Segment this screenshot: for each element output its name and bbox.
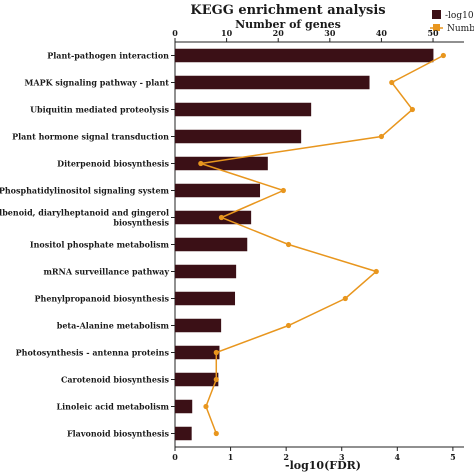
gene-count-point	[440, 52, 446, 59]
bar-fdr	[175, 183, 261, 198]
gene-count-point	[213, 376, 219, 383]
gene-count-point	[198, 160, 204, 167]
bar-fdr	[175, 156, 268, 171]
category-label: Plant-pathogen interaction	[47, 51, 169, 61]
bar-fdr	[175, 426, 192, 441]
category-label: Plant hormone signal transduction	[12, 132, 169, 142]
gene-count-point	[389, 79, 395, 86]
top-tick-label: 20	[273, 28, 285, 38]
gene-count-point	[213, 430, 219, 437]
legend-bar-swatch	[432, 10, 441, 19]
gene-count-point	[378, 133, 385, 140]
category-label: Flavonoid biosynthesis	[67, 429, 170, 439]
category-label: Inositol phosphate metabolism	[30, 240, 170, 250]
top-tick-label: 50	[427, 28, 439, 38]
bar-fdr	[175, 75, 370, 90]
category-label: Carotenoid biosynthesis	[61, 375, 170, 385]
category-label: Linoleic acid metabolism	[56, 402, 169, 412]
bar-fdr	[175, 237, 248, 252]
legend-line-label: Numb	[447, 24, 474, 34]
gene-count-point	[373, 268, 379, 275]
top-tick-label: 30	[324, 28, 336, 38]
top-axis-title: Number of genes	[235, 18, 341, 31]
gene-count-point	[409, 106, 415, 113]
bar-fdr	[175, 345, 220, 360]
bar-fdr	[175, 291, 236, 306]
bar-fdr	[175, 48, 434, 63]
bottom-tick-label: 2	[283, 452, 289, 462]
legend-line-marker	[433, 24, 440, 31]
gene-count-point	[203, 403, 209, 410]
top-tick-label: 40	[376, 28, 388, 38]
bottom-tick-label: 4	[395, 452, 401, 462]
category-label: mRNA surveillance pathway	[43, 267, 169, 277]
gene-count-point	[213, 349, 219, 356]
category-label: Stilbenoid, diarylheptanoid and gingerol…	[0, 208, 169, 228]
bar-fdr	[175, 210, 252, 225]
category-label: beta-Alanine metabolism	[57, 321, 170, 331]
category-label: Phenylpropanoid biosynthesis	[34, 294, 169, 304]
gene-count-point	[285, 322, 292, 329]
category-label: Photosynthesis - antenna proteins	[16, 348, 170, 358]
gene-count-point	[218, 214, 225, 221]
legend-bar-label: -log10	[445, 11, 474, 21]
bottom-tick-label: 3	[339, 452, 345, 462]
bottom-axis-title: -log10(FDR)	[285, 459, 361, 472]
bottom-tick-label: 1	[228, 452, 234, 462]
legend: -log10 Numb	[430, 10, 474, 34]
bottom-tick-label: 0	[172, 452, 178, 462]
category-label: MAPK signaling pathway - plant	[25, 78, 170, 88]
bar-fdr	[175, 372, 219, 387]
bottom-tick-label: 5	[450, 452, 456, 462]
category-label: Phosphatidylinositol signaling system	[0, 186, 170, 196]
bar-fdr	[175, 129, 302, 144]
category-label: Ubiquitin mediated proteolysis	[30, 105, 169, 115]
bar-fdr	[175, 264, 237, 279]
top-tick-label: 10	[221, 28, 233, 38]
bar-fdr	[175, 399, 193, 414]
gene-count-point	[342, 295, 348, 302]
category-label: Diterpenoid biosynthesis	[57, 159, 169, 169]
chart-title: KEGG enrichment analysis	[190, 3, 385, 18]
bar-fdr	[175, 318, 222, 333]
top-tick-label: 0	[172, 28, 178, 38]
gene-count-point	[280, 187, 286, 194]
bar-fdr	[175, 102, 312, 117]
gene-count-point	[285, 241, 292, 248]
